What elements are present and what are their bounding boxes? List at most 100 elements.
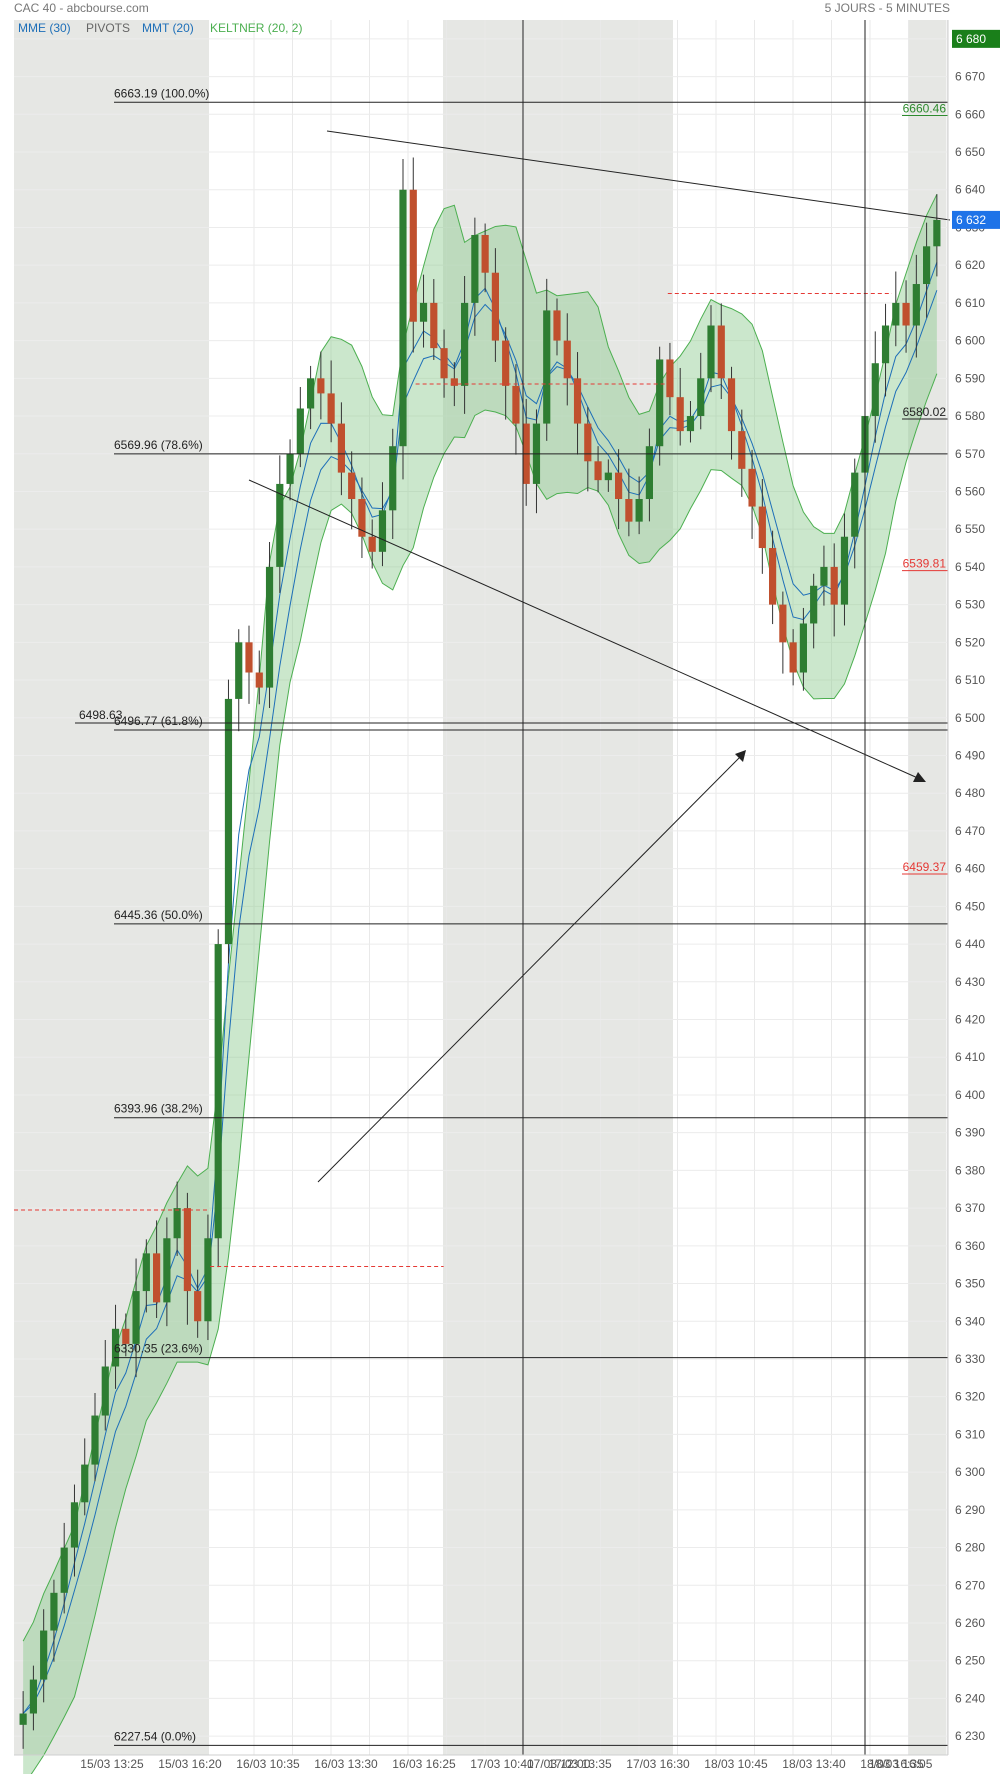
candle[interactable] — [799, 607, 807, 691]
candle[interactable] — [573, 352, 582, 455]
candle[interactable] — [923, 222, 931, 318]
candle[interactable] — [19, 1691, 27, 1749]
indicator-mme[interactable]: MME (30) — [18, 21, 71, 35]
rising-arrow[interactable] — [317, 753, 744, 1183]
candle-body — [594, 461, 602, 481]
candle-body — [60, 1547, 68, 1593]
candle[interactable] — [666, 342, 674, 416]
candle[interactable] — [491, 248, 499, 362]
candle[interactable] — [40, 1609, 48, 1703]
candle[interactable] — [430, 279, 438, 361]
candle[interactable] — [255, 650, 263, 705]
candle[interactable] — [70, 1484, 79, 1577]
candle[interactable] — [604, 459, 612, 492]
candle-body — [368, 536, 376, 552]
candle[interactable] — [902, 280, 910, 353]
candle[interactable] — [656, 346, 664, 466]
candle[interactable] — [779, 591, 787, 674]
candle[interactable] — [204, 1214, 212, 1341]
candle[interactable] — [419, 274, 428, 348]
candle[interactable] — [358, 477, 366, 558]
candle[interactable] — [409, 157, 417, 353]
candle[interactable] — [378, 482, 387, 567]
indicator-keltner[interactable]: KELTNER (20, 2) — [210, 21, 302, 35]
candle[interactable] — [881, 303, 890, 397]
candle[interactable] — [163, 1217, 171, 1327]
candle[interactable] — [183, 1192, 191, 1325]
candle[interactable] — [830, 543, 838, 637]
candle[interactable] — [676, 367, 684, 446]
candle[interactable] — [101, 1339, 109, 1431]
candle-body — [881, 325, 890, 364]
candle-body — [29, 1679, 37, 1714]
candle[interactable] — [717, 303, 725, 400]
candle[interactable] — [553, 298, 561, 356]
candle[interactable] — [810, 573, 818, 649]
candle[interactable] — [892, 271, 900, 347]
candle[interactable] — [471, 217, 479, 336]
candle[interactable] — [60, 1522, 68, 1614]
candle[interactable] — [563, 313, 571, 406]
candle[interactable] — [399, 158, 407, 480]
candle[interactable] — [214, 929, 222, 1268]
candle[interactable] — [912, 254, 920, 358]
candle[interactable] — [224, 679, 233, 964]
candle[interactable] — [317, 351, 325, 420]
candle[interactable] — [645, 428, 653, 522]
candle[interactable] — [461, 276, 469, 414]
candle-body — [923, 246, 931, 285]
candle[interactable] — [738, 409, 746, 497]
candle[interactable] — [173, 1181, 181, 1256]
candle[interactable] — [111, 1304, 120, 1389]
candle[interactable] — [625, 468, 633, 537]
indicator-pivots[interactable]: PIVOTS — [86, 21, 130, 35]
candle[interactable] — [512, 364, 520, 455]
candle[interactable] — [440, 329, 448, 398]
candle[interactable] — [789, 629, 797, 686]
candle[interactable] — [389, 428, 397, 539]
candle[interactable] — [81, 1438, 89, 1516]
candle[interactable] — [748, 449, 756, 539]
rising-arrow-head — [735, 750, 746, 762]
candle[interactable] — [543, 278, 551, 441]
candle[interactable] — [615, 449, 623, 530]
candle[interactable] — [707, 305, 715, 393]
candle[interactable] — [368, 519, 376, 569]
upper-trendline[interactable] — [326, 130, 951, 221]
candle[interactable] — [502, 327, 510, 420]
candle[interactable] — [686, 400, 695, 443]
candle[interactable] — [122, 1313, 130, 1357]
candle[interactable] — [697, 352, 705, 430]
candle-body — [450, 378, 458, 386]
lower-trendline-arrow[interactable] — [248, 479, 921, 780]
candle[interactable] — [337, 402, 345, 496]
candle[interactable] — [142, 1239, 150, 1313]
candle[interactable] — [286, 439, 294, 501]
candle[interactable] — [933, 194, 941, 277]
candle-body — [224, 698, 233, 945]
candle[interactable] — [820, 545, 828, 606]
candle[interactable] — [758, 479, 766, 574]
candle[interactable] — [307, 365, 315, 430]
candle[interactable] — [584, 407, 592, 492]
candle[interactable] — [153, 1220, 161, 1318]
candle[interactable] — [840, 513, 849, 626]
candle[interactable] — [769, 530, 777, 625]
candle[interactable] — [235, 629, 243, 732]
candle[interactable] — [348, 451, 356, 530]
candle[interactable] — [245, 625, 253, 704]
candle[interactable] — [276, 455, 284, 593]
candle[interactable] — [727, 366, 736, 460]
candle[interactable] — [265, 541, 274, 709]
indicator-mmt[interactable]: MMT (20) — [142, 21, 194, 35]
candle[interactable] — [91, 1392, 99, 1482]
candle[interactable] — [851, 458, 859, 569]
candle-body — [440, 348, 448, 379]
candle[interactable] — [871, 331, 879, 443]
candle[interactable] — [481, 223, 489, 293]
candle[interactable] — [194, 1269, 202, 1338]
candle[interactable] — [29, 1665, 37, 1731]
candle[interactable] — [327, 360, 335, 443]
candle[interactable] — [635, 476, 643, 535]
candle[interactable] — [50, 1579, 58, 1662]
